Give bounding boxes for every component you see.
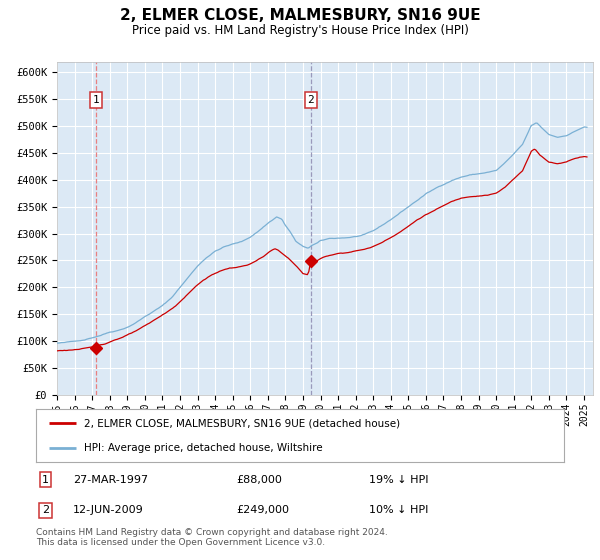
Text: 10% ↓ HPI: 10% ↓ HPI <box>368 505 428 515</box>
Text: HPI: Average price, detached house, Wiltshire: HPI: Average price, detached house, Wilt… <box>83 442 322 452</box>
Text: 2: 2 <box>42 505 49 515</box>
Text: This data is licensed under the Open Government Licence v3.0.: This data is licensed under the Open Gov… <box>36 538 325 547</box>
Text: 2, ELMER CLOSE, MALMESBURY, SN16 9UE: 2, ELMER CLOSE, MALMESBURY, SN16 9UE <box>119 8 481 24</box>
Text: 27-MAR-1997: 27-MAR-1997 <box>73 475 148 485</box>
Text: Price paid vs. HM Land Registry's House Price Index (HPI): Price paid vs. HM Land Registry's House … <box>131 24 469 36</box>
Text: 2: 2 <box>307 95 314 105</box>
Text: 19% ↓ HPI: 19% ↓ HPI <box>368 475 428 485</box>
Text: 2, ELMER CLOSE, MALMESBURY, SN16 9UE (detached house): 2, ELMER CLOSE, MALMESBURY, SN16 9UE (de… <box>83 418 400 428</box>
Text: 1: 1 <box>42 475 49 485</box>
Text: £249,000: £249,000 <box>236 505 290 515</box>
Text: 1: 1 <box>93 95 100 105</box>
Text: £88,000: £88,000 <box>236 475 283 485</box>
Text: Contains HM Land Registry data © Crown copyright and database right 2024.: Contains HM Land Registry data © Crown c… <box>36 528 388 537</box>
Text: 12-JUN-2009: 12-JUN-2009 <box>73 505 144 515</box>
